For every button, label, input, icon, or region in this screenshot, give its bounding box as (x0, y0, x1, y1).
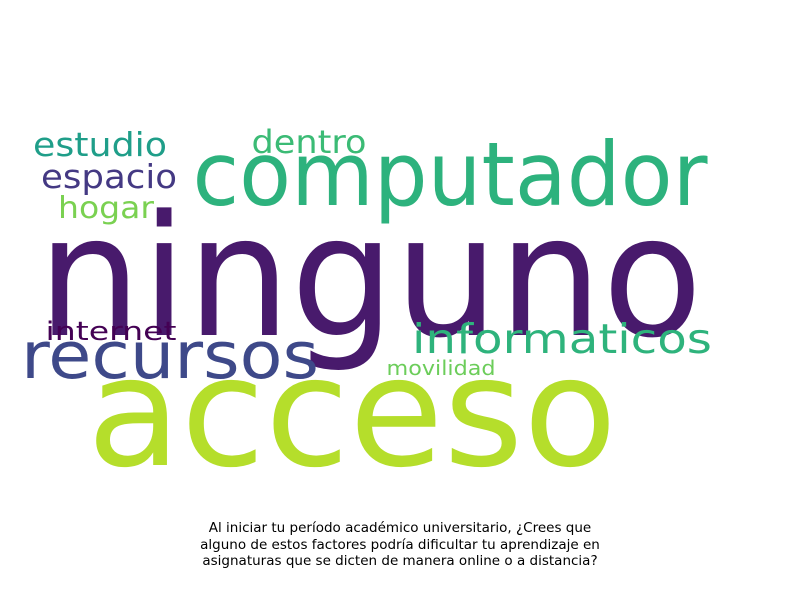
word-dentro: dentro (252, 123, 367, 161)
question-caption: Al iniciar tu período académico universi… (200, 520, 600, 569)
word-hogar: hogar (58, 191, 155, 226)
word-internet: internet (46, 317, 177, 347)
word-informaticos: informaticos (412, 315, 712, 363)
word-recursos: recursos (21, 319, 319, 394)
word-acceso: acceso (87, 324, 617, 500)
word-computador: computador (193, 123, 709, 226)
word-ninguno: ninguno (38, 179, 703, 375)
word-espacio: espacio (41, 157, 177, 196)
word-estudio: estudio (33, 125, 167, 164)
word-cloud: ninguno acceso computador recursos infor… (21, 123, 712, 500)
word-movilidad: movilidad (387, 356, 496, 380)
